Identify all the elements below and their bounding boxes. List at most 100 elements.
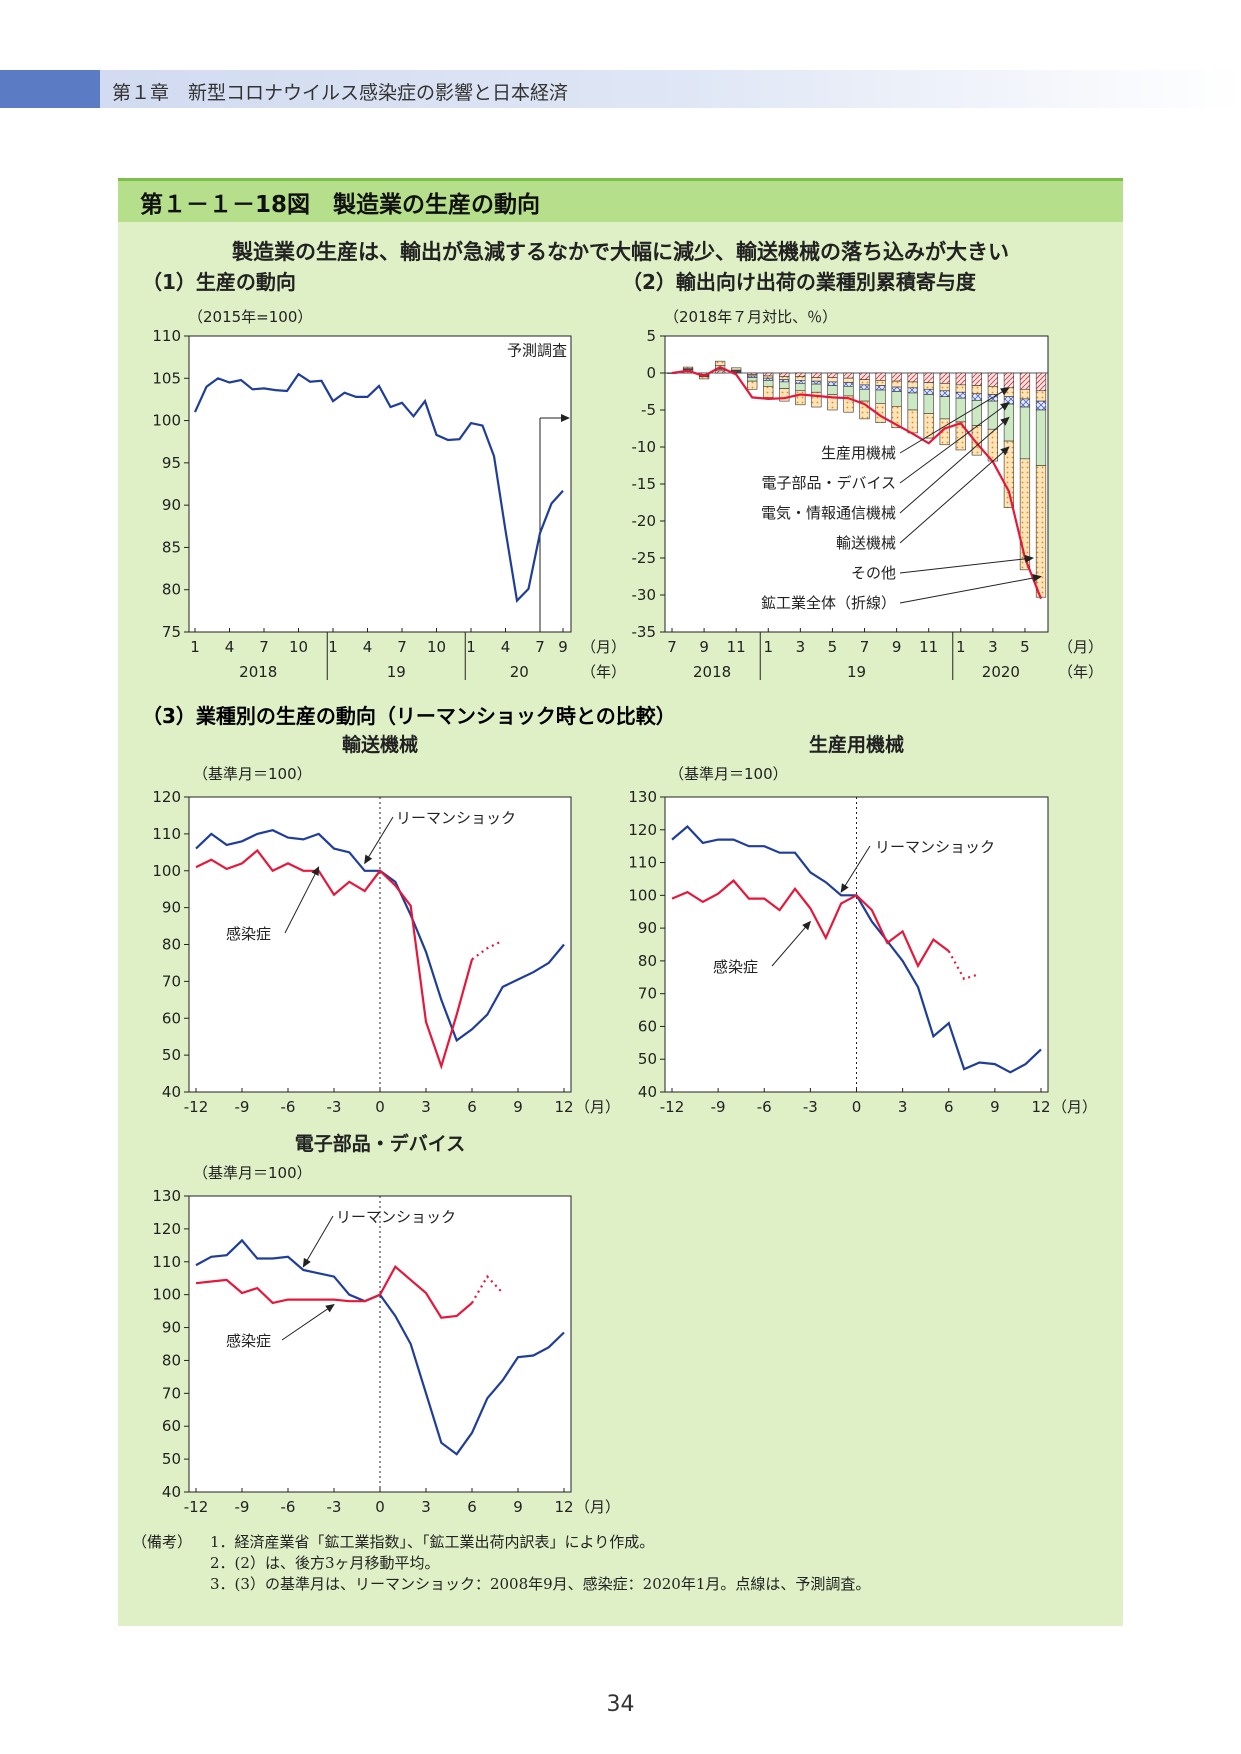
chart4-ytick-label: 80: [638, 952, 657, 970]
chart2-bar-segment: [891, 372, 902, 382]
chart2-bar-segment: [763, 386, 774, 398]
chart4-ytick-label: 120: [628, 821, 657, 839]
chart2-bar-segment: [891, 380, 902, 388]
chart2-bar-segment: [1003, 403, 1015, 442]
chart2-legend-label: その他: [851, 564, 896, 582]
chart2-ytick-label: -25: [632, 549, 657, 567]
chart2-bar-segment: [795, 380, 806, 384]
chart2-bar-segment: [731, 367, 742, 371]
chart2-bar-segment: [859, 400, 870, 420]
chart1-ytick-label: 80: [162, 581, 181, 599]
chart5-ytick-label: 50: [162, 1450, 181, 1468]
chart3-xtick-label: 3: [421, 1098, 431, 1116]
chart2-xtick-label: 9: [892, 638, 902, 656]
chart2-legend-label: 鉱工業全体（折線）: [761, 594, 896, 612]
chart4-ytick-label: 40: [638, 1083, 657, 1101]
chart1-ytick-label: 110: [152, 327, 181, 345]
chart5-xtick-label: -3: [327, 1498, 342, 1516]
chart3-ytick-label: 90: [162, 899, 181, 917]
chart2-bar-segment: [843, 395, 854, 413]
chart2-legend-arrow: [899, 574, 1042, 604]
chart2-bar-segment: [971, 372, 982, 386]
chart4-ytick-label: 50: [638, 1050, 657, 1068]
chart1-ytick-label: 100: [152, 412, 181, 430]
chart2-bar-segment: [859, 372, 870, 380]
chart2-bar-segment: [971, 393, 982, 401]
chart-electronic-devices: 電子部品・デバイス（基準月＝100）4050607080901001101201…: [152, 1132, 620, 1516]
section-title-3: （3）業種別の生産の動向（リーマンショック時との比較）: [142, 704, 676, 728]
chart2-year-unit: （年）: [1058, 663, 1103, 681]
chart2-bar-segment: [811, 372, 822, 378]
chart2-bar-segment: [1019, 458, 1031, 571]
chart2-legend-label: 電子部品・デバイス: [761, 474, 896, 492]
chart3-covid-label: 感染症: [226, 925, 271, 943]
chart1-ytick-label: 95: [162, 454, 181, 472]
chart3-ytick-label: 50: [162, 1046, 181, 1064]
chart1-xtick-label: 7: [397, 638, 407, 656]
chart1-x-unit: （月）: [581, 638, 626, 656]
chart2-bar-segment: [715, 370, 726, 374]
chart1-unit-label: （2015年=100）: [188, 308, 312, 326]
chart2-bar-segment: [891, 391, 902, 407]
chart1-title: （1）生産の動向: [142, 270, 296, 294]
chart2-title: （2）輸出向け出荷の業種別累積寄与度: [622, 270, 977, 294]
chart5-covid-line: [195, 1264, 473, 1319]
chart2-ytick-label: -20: [632, 512, 657, 530]
chart2-bar-segment: [763, 380, 774, 387]
chart2-bar-segment: [763, 372, 774, 377]
chart2-xtick-label: 1: [763, 638, 773, 656]
chart1-xtick-label: 7: [259, 638, 269, 656]
chart4-ytick-label: 60: [638, 1017, 657, 1035]
chart2-bar-segment: [859, 379, 870, 386]
chart2-bar-segment: [907, 409, 918, 434]
chart2-bar-segment: [843, 382, 854, 387]
chart3-ytick-label: 80: [162, 936, 181, 954]
chart2-xtick-label: 11: [727, 638, 746, 656]
chart3-ytick-label: 70: [162, 972, 181, 990]
chart4-annotation-arrow: [771, 920, 812, 967]
chart4-xtick-label: 6: [944, 1098, 954, 1116]
chart3-xtick-label: 9: [513, 1098, 523, 1116]
chart2-plot-area: [664, 335, 1049, 633]
chart4-ytick-label: 90: [638, 919, 657, 937]
chart2-bar-segment: [875, 385, 886, 391]
chart2-bar-segment: [827, 381, 838, 386]
chapter-header-bar: [0, 70, 1241, 108]
chart2-xtick-label: 3: [796, 638, 806, 656]
chart2-bar-segment: [795, 376, 806, 381]
chart2-bar-segment: [875, 372, 886, 381]
chart1-xtick-label: 4: [501, 638, 511, 656]
chart2-bar-segment: [763, 377, 774, 381]
chart1-xtick-label: 4: [363, 638, 373, 656]
chart2-bar-segment: [875, 389, 886, 404]
chart2-bar-segment: [1019, 372, 1031, 390]
chart2-bar-segment: [923, 372, 934, 383]
chart4-annotation-arrow: [840, 845, 871, 893]
chart2-bar-segment: [827, 377, 838, 383]
chart4-covid-forecast-line: [947, 950, 980, 981]
chart1-xtick-label: 1: [190, 638, 200, 656]
chart5-title: 電子部品・デバイス: [295, 1132, 465, 1155]
chart3-ytick-label: 110: [152, 825, 181, 843]
chart2-bar-segment: [1003, 440, 1015, 508]
chart4-xtick-label: -6: [757, 1098, 772, 1116]
chart2-legend-arrow: [899, 554, 1034, 574]
chart5-xtick-label: -12: [184, 1498, 209, 1516]
chart2-bar-segment: [795, 383, 806, 392]
chart2-bar-segment: [955, 391, 966, 399]
chart4-xtick-label: 12: [1031, 1098, 1050, 1116]
chart5-xtick-label: 3: [421, 1498, 431, 1516]
chart1-xtick-label: 1: [328, 638, 338, 656]
chart3-ytick-label: 100: [152, 862, 181, 880]
chart1-year-label: 19: [387, 663, 406, 681]
chart5-ytick-label: 100: [152, 1286, 181, 1304]
chart4-xtick-label: 3: [898, 1098, 908, 1116]
chart1-ytick-label: 90: [162, 496, 181, 514]
chart2-bar-segment: [939, 396, 950, 420]
chart1-plot-area: [188, 335, 572, 633]
chart2-xtick-label: 9: [699, 638, 709, 656]
chart3-title: 輸送機械: [342, 733, 418, 756]
chart4-xtick-label: -12: [660, 1098, 685, 1116]
